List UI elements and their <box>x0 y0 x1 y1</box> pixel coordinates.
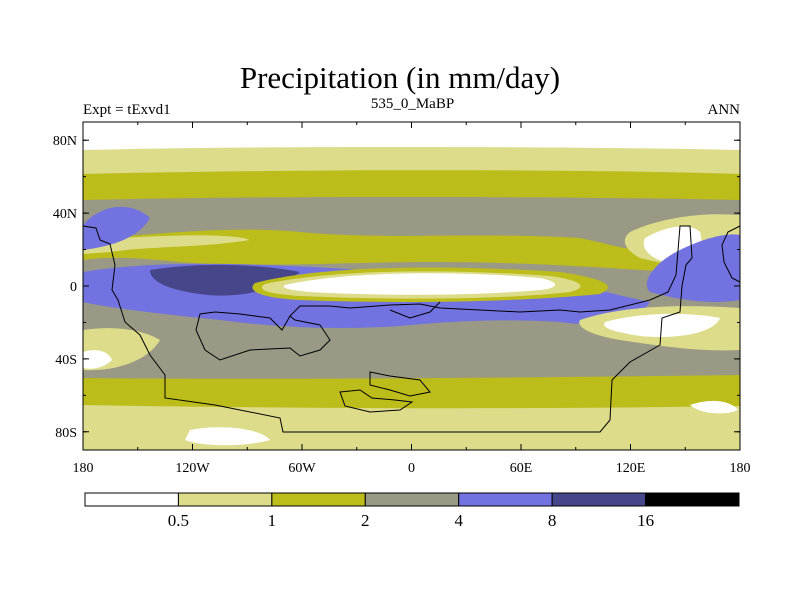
colorbar-level-label: 8 <box>548 511 557 530</box>
chart-title: Precipitation (in mm/day) <box>239 60 561 95</box>
colorbar-level-label: 0.5 <box>168 511 189 530</box>
patch-north-dry-west <box>83 235 250 254</box>
patch-wet-east <box>646 234 740 303</box>
x-tick-label: 180 <box>73 461 94 476</box>
colorbar: 0.5 1 2 4 8 16 <box>84 492 740 530</box>
age-label: 535_0_MaBP <box>370 96 455 112</box>
x-tick-label: 60W <box>288 461 316 476</box>
southern-island-outline <box>369 371 431 397</box>
y-tick-label: 40S <box>55 353 77 368</box>
band-north-subpolar <box>83 147 740 176</box>
colorbar-swatch <box>645 492 740 507</box>
y-tick-label: 80N <box>53 134 77 149</box>
band-north-subtropics <box>83 229 740 275</box>
eastern-continent-outline <box>721 225 741 283</box>
central-coast-outline <box>389 301 441 319</box>
colorbar-swatch <box>84 492 179 507</box>
colorbar-swatch <box>551 492 647 507</box>
band-north-midlat <box>83 170 740 200</box>
colorbar-swatch <box>177 492 273 507</box>
colorbar-level-label: 4 <box>454 511 463 530</box>
y-tick-label: 40N <box>53 207 77 222</box>
patch-south-desert-west <box>83 350 112 369</box>
colorbar-swatch <box>364 492 460 507</box>
colorbar-level-label: 16 <box>637 511 654 530</box>
y-tick-label: 80S <box>55 426 77 441</box>
supercontinent-outline <box>82 225 693 433</box>
x-tick-label: 120W <box>175 461 210 476</box>
season-label: ANN <box>707 102 741 118</box>
patch-south-polar-dry <box>185 427 270 446</box>
band-south-subpolar <box>83 405 740 450</box>
x-tick-label: 120E <box>616 461 646 476</box>
x-tick-label: 0 <box>408 461 415 476</box>
band-south-midlat <box>83 375 740 413</box>
band-equatorial-dry-core <box>283 273 555 295</box>
experiment-label: Expt = tExvd1 <box>83 102 171 118</box>
colorbar-level-label: 2 <box>361 511 370 530</box>
x-tick-label: 180 <box>730 461 751 476</box>
x-tick-label: 60E <box>510 461 533 476</box>
colorbar-swatch <box>458 492 553 507</box>
y-tick-label: 0 <box>70 280 77 295</box>
colorbar-level-label: 1 <box>268 511 277 530</box>
patch-south-desert-east <box>604 313 720 338</box>
southern-island-2-outline <box>339 389 414 413</box>
patch-south-polar-dry-east <box>690 400 738 414</box>
colorbar-swatch <box>271 492 366 507</box>
axis-ticks: 180 120W 60W 0 60E 120E 180 80N 40N 0 40S 80S <box>53 122 751 476</box>
coastlines <box>82 225 741 433</box>
